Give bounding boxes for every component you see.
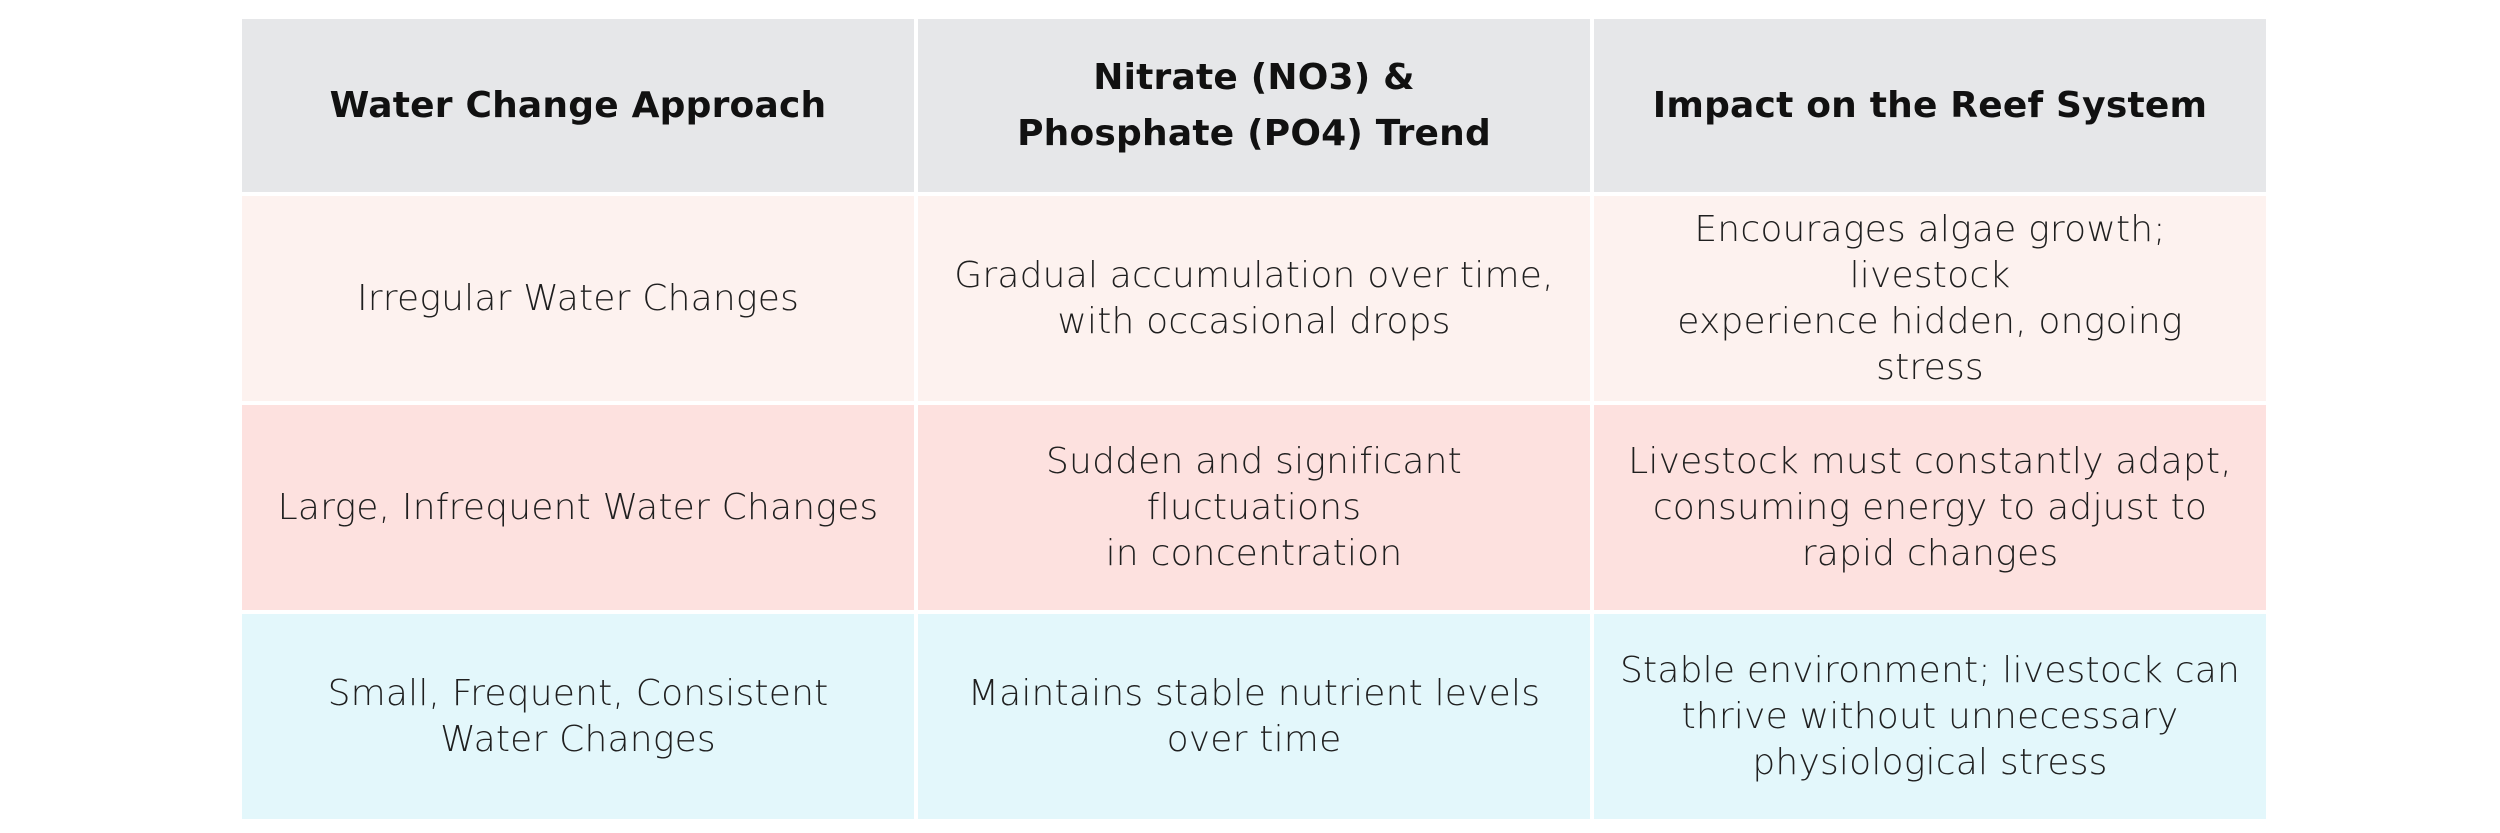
table-row-large-infrequent-trend: Sudden and significant fluctuations in c…: [918, 405, 1590, 610]
comparison-table: Water Change Approach Nitrate (NO3) & Ph…: [242, 19, 2266, 819]
table-row-irregular-impact: Encourages algae growth; livestock exper…: [1594, 196, 2266, 401]
cell-text: Irregular Water Changes: [356, 277, 800, 319]
cell-text: Sudden and significant fluctuations in c…: [1046, 440, 1462, 574]
table-row-large-infrequent-approach: Large, Infrequent Water Changes: [242, 405, 914, 610]
header-water-change-approach: Water Change Approach: [242, 19, 914, 192]
cell-text: Large, Infrequent Water Changes: [277, 486, 879, 528]
table-row-irregular-trend: Gradual accumulation over time, with occ…: [918, 196, 1590, 401]
header-label: Water Change Approach: [329, 84, 827, 126]
cell-text: Stable environment; livestock can thrive…: [1619, 649, 2241, 783]
table-row-irregular-approach: Irregular Water Changes: [242, 196, 914, 401]
cell-text: Encourages algae growth; livestock exper…: [1677, 208, 2183, 388]
table-row-small-frequent-impact: Stable environment; livestock can thrive…: [1594, 614, 2266, 819]
cell-text: Maintains stable nutrient levels over ti…: [967, 672, 1541, 760]
table-row-small-frequent-trend: Maintains stable nutrient levels over ti…: [918, 614, 1590, 819]
cell-text: Livestock must constantly adapt, consumi…: [1628, 440, 2232, 574]
cell-text: Small, Frequent, Consistent Water Change…: [327, 672, 829, 760]
table-row-large-infrequent-impact: Livestock must constantly adapt, consumi…: [1594, 405, 2266, 610]
header-reef-impact: Impact on the Reef System: [1594, 19, 2266, 192]
header-label: Nitrate (NO3) & Phosphate (PO4) Trend: [1017, 56, 1491, 154]
header-label: Impact on the Reef System: [1652, 84, 2208, 126]
cell-text: Gradual accumulation over time, with occ…: [954, 254, 1554, 342]
header-nutrient-trend: Nitrate (NO3) & Phosphate (PO4) Trend: [918, 19, 1590, 192]
table-row-small-frequent-approach: Small, Frequent, Consistent Water Change…: [242, 614, 914, 819]
